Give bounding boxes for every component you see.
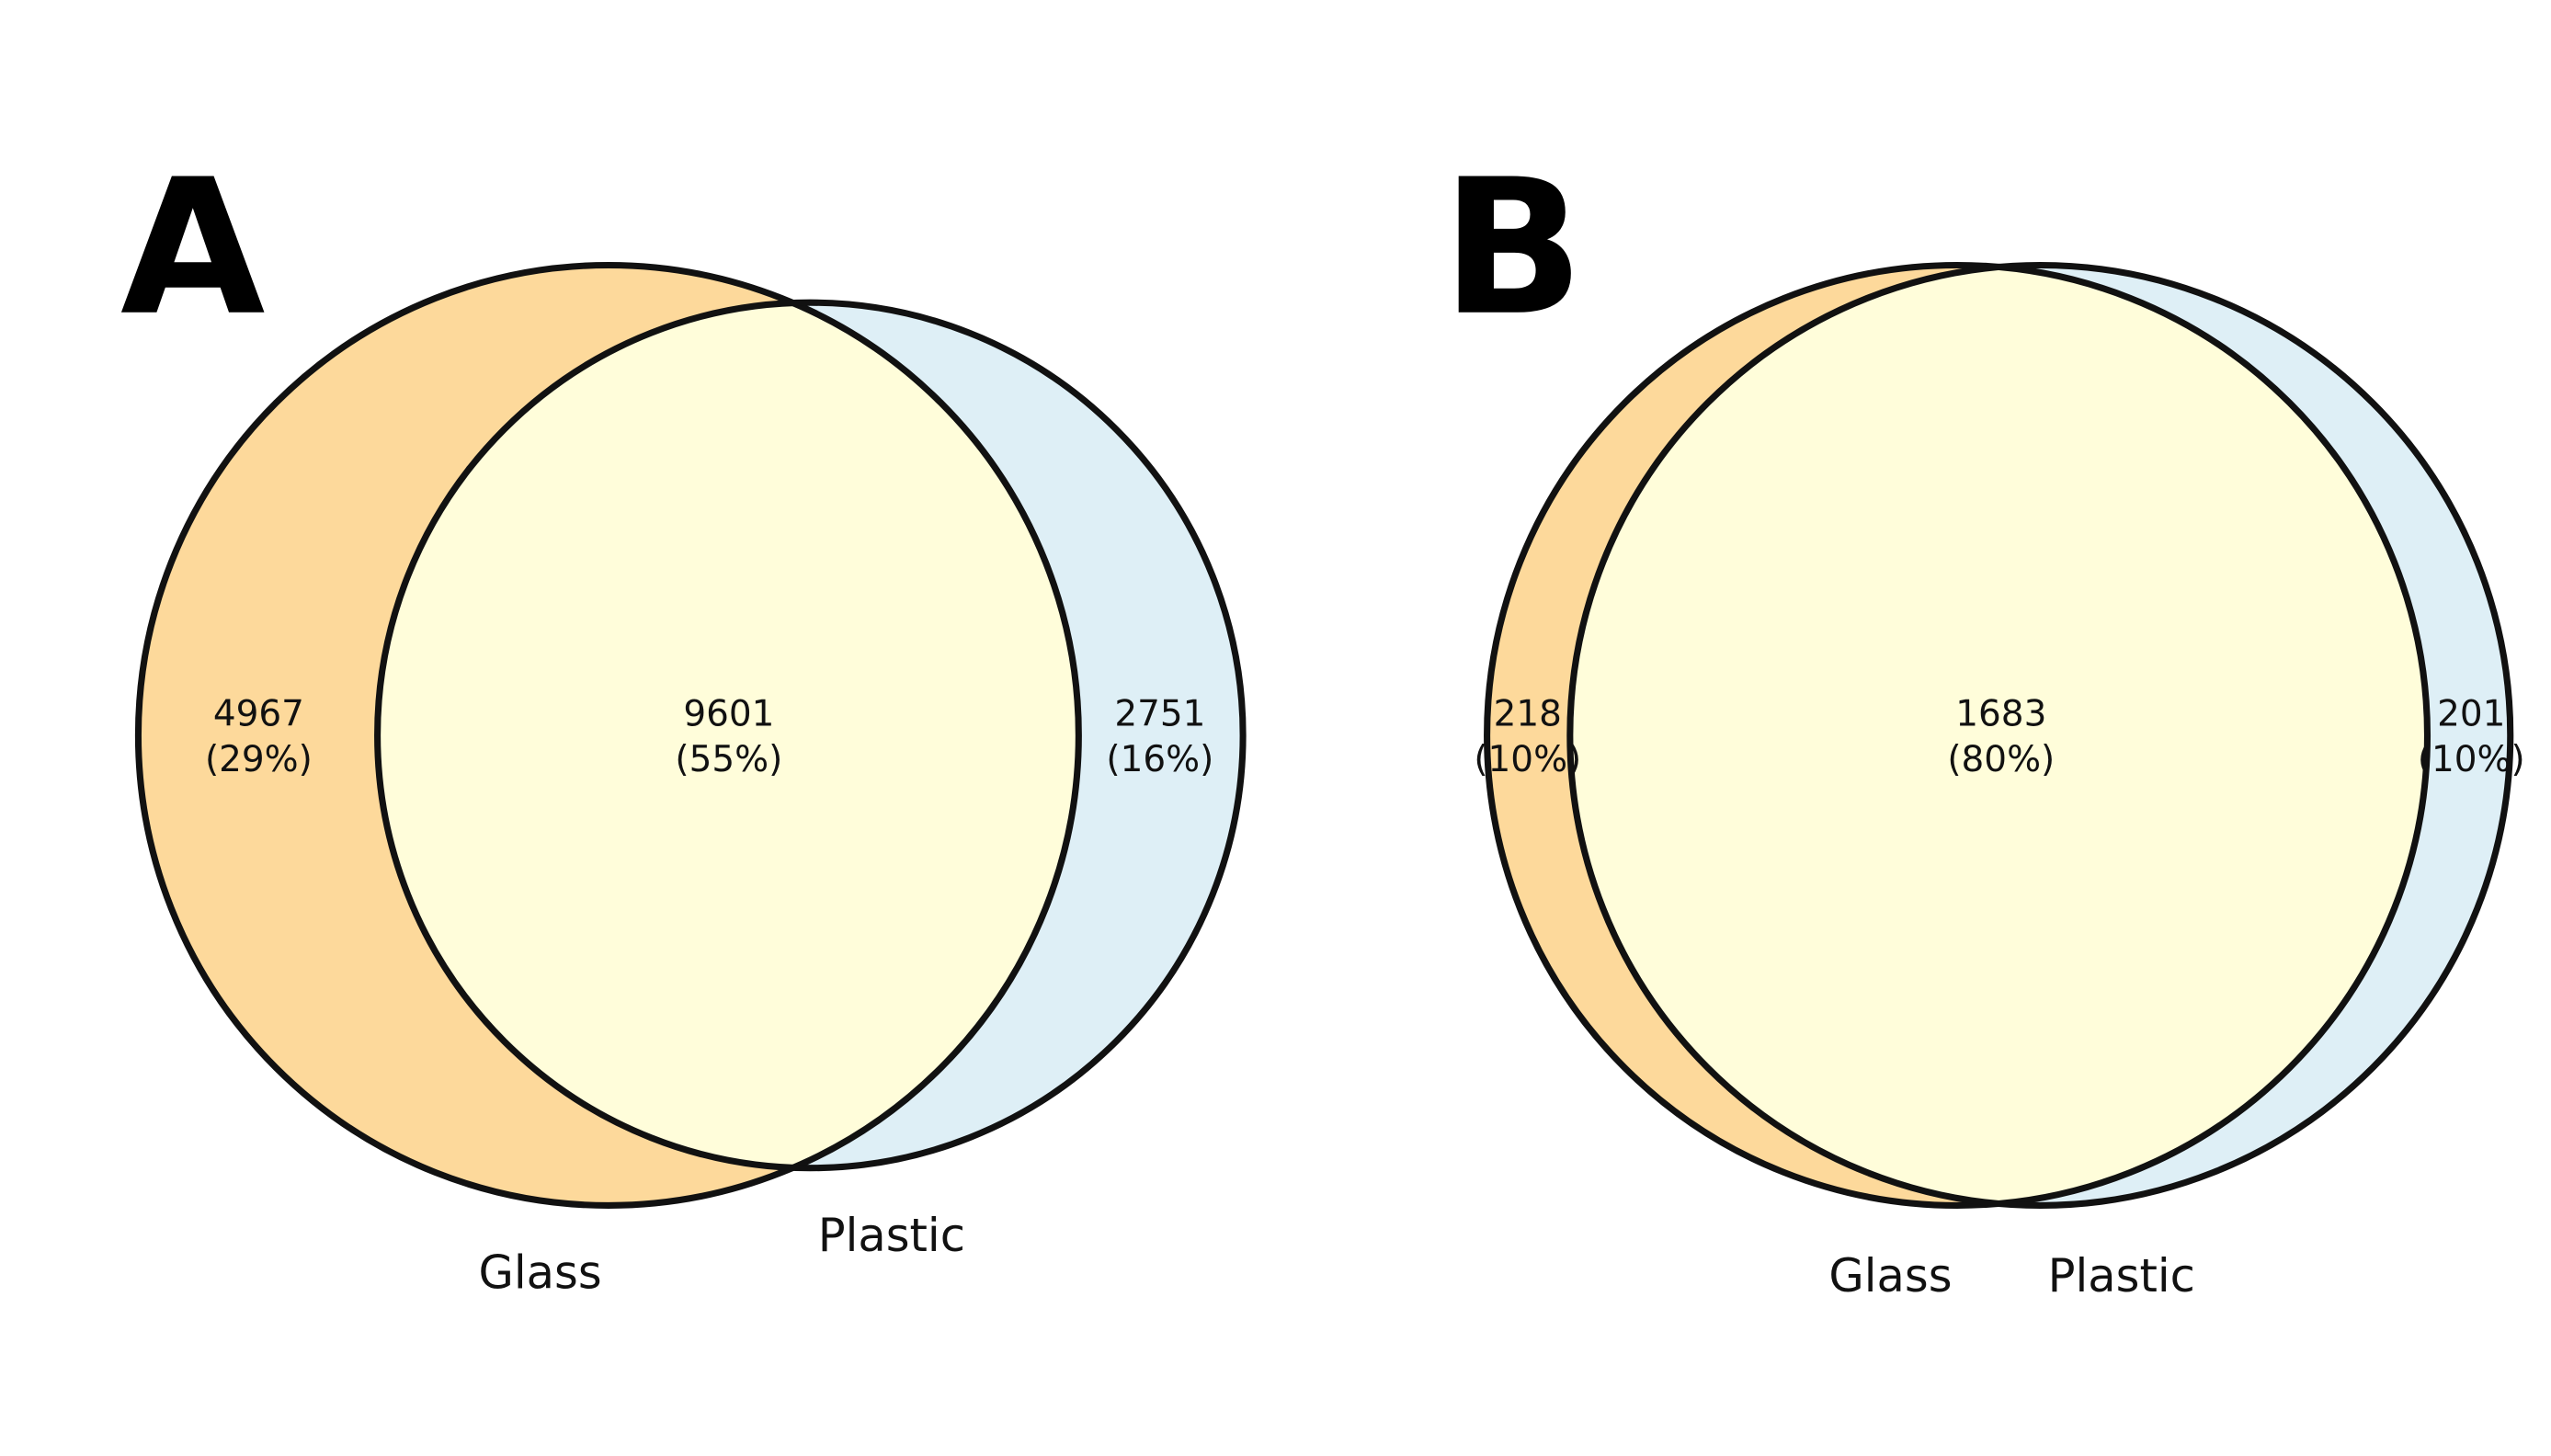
glass-only-percent-a: (29%) <box>205 739 313 780</box>
set-label-plastic-b: Plastic <box>2048 1249 2195 1302</box>
overlap-percent-a: (55%) <box>675 739 782 780</box>
overlap-percent-b: (80%) <box>1947 739 2055 780</box>
overlap-count-b: 1683 <box>1955 693 2046 734</box>
overlap-count-a: 9601 <box>683 693 774 734</box>
plastic-only-percent-b: (10%) <box>2418 739 2525 780</box>
plastic-only-percent-a: (16%) <box>1106 739 1213 780</box>
glass-outline-a <box>134 261 1082 1209</box>
set-label-plastic-a: Plastic <box>818 1209 965 1262</box>
plastic-outline-b <box>1566 261 2514 1209</box>
plastic-only-count-b: 201 <box>2437 693 2505 734</box>
glass-outline-b <box>1484 261 2431 1209</box>
plastic-only-count-a: 2751 <box>1114 693 1205 734</box>
set-label-glass-b: Glass <box>1828 1249 1952 1302</box>
glass-only-count-a: 4967 <box>213 693 304 734</box>
glass-only-percent-b: (10%) <box>1474 739 1581 780</box>
set-label-glass-a: Glass <box>478 1246 601 1300</box>
panel-letter-b: B <box>1441 139 1584 357</box>
venn-panel-b: B 218 (10%) 1683 (80%) 201 (10%) Glass P… <box>1441 139 2525 1302</box>
glass-only-count-b: 218 <box>1494 693 1562 734</box>
panel-letter-a: A <box>120 139 266 357</box>
plastic-outline-a <box>374 299 1247 1172</box>
venn-panel-a: A 4967 (29%) 9601 (55%) 2751 (16%) Glass… <box>120 139 1247 1300</box>
overlap-region-b <box>1569 265 2428 1206</box>
